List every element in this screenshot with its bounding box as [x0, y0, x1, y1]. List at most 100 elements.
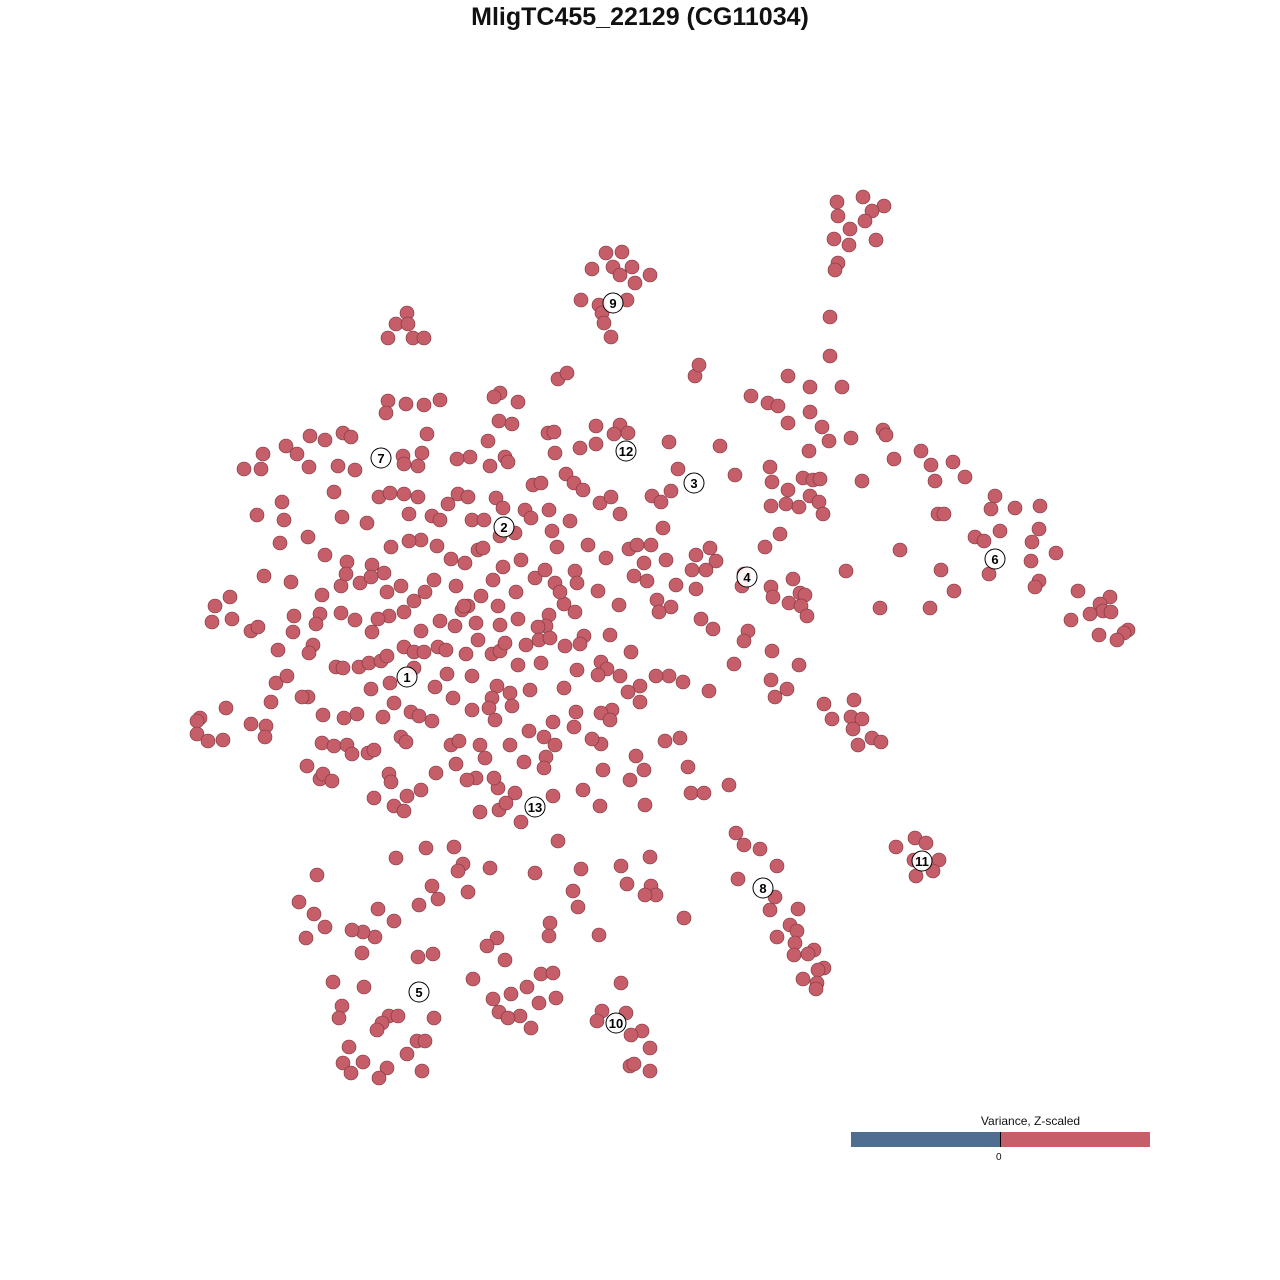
data-point	[672, 730, 688, 746]
data-point	[325, 974, 341, 990]
data-point	[1082, 606, 1098, 622]
data-point	[591, 927, 607, 943]
data-point	[458, 646, 474, 662]
legend-low-segment	[851, 1132, 1001, 1147]
data-point	[800, 946, 816, 962]
data-point	[485, 572, 501, 588]
data-point	[498, 795, 514, 811]
data-point	[472, 804, 488, 820]
data-point	[653, 494, 669, 510]
data-point	[364, 624, 380, 640]
data-point	[430, 891, 446, 907]
data-point	[502, 685, 518, 701]
data-point	[189, 713, 205, 729]
data-point	[636, 555, 652, 571]
data-point	[855, 189, 871, 205]
color-legend: Variance, Z-scaled 0	[851, 1114, 1150, 1163]
data-point	[324, 773, 340, 789]
data-point	[743, 388, 759, 404]
data-point	[547, 445, 563, 461]
data-point	[728, 825, 744, 841]
data-point	[285, 624, 301, 640]
data-point	[508, 584, 524, 600]
data-point	[536, 760, 552, 776]
data-point	[546, 424, 562, 440]
data-point	[637, 887, 653, 903]
data-point	[549, 539, 565, 555]
data-point	[336, 710, 352, 726]
cluster-label: 1	[396, 666, 418, 688]
data-point	[922, 600, 938, 616]
data-point	[892, 542, 908, 558]
data-point	[566, 719, 582, 735]
data-point	[470, 632, 486, 648]
data-point	[770, 398, 786, 414]
data-point	[278, 438, 294, 454]
data-point	[426, 572, 442, 588]
data-point	[572, 440, 588, 456]
data-point	[510, 657, 526, 673]
data-point	[382, 485, 398, 501]
data-point	[522, 682, 538, 698]
data-point	[479, 938, 495, 954]
data-point	[834, 379, 850, 395]
data-point	[250, 619, 266, 635]
cluster-label: 5	[408, 981, 430, 1003]
data-point	[854, 711, 870, 727]
data-point	[482, 458, 498, 474]
data-point	[620, 425, 636, 441]
data-point	[449, 451, 465, 467]
data-point	[249, 507, 265, 523]
data-point	[330, 458, 346, 474]
data-point	[841, 237, 857, 253]
data-point	[289, 446, 305, 462]
cluster-label-text: 8	[759, 881, 766, 896]
data-point	[326, 738, 342, 754]
data-point	[299, 758, 315, 774]
data-point	[562, 513, 578, 529]
data-point	[504, 416, 520, 432]
data-point	[393, 578, 409, 594]
data-point	[702, 540, 718, 556]
data-point	[388, 850, 404, 866]
data-point	[821, 433, 837, 449]
data-point	[359, 515, 375, 531]
data-point	[533, 655, 549, 671]
data-point	[676, 910, 692, 926]
data-point	[301, 459, 317, 475]
data-point	[378, 405, 394, 421]
data-point	[643, 537, 659, 553]
data-point	[459, 772, 475, 788]
data-point	[465, 971, 481, 987]
data-point	[712, 438, 728, 454]
data-point	[791, 499, 807, 515]
data-point	[584, 731, 600, 747]
data-point	[207, 598, 223, 614]
data-point	[769, 858, 785, 874]
data-point	[334, 998, 350, 1014]
data-point	[598, 245, 614, 261]
data-point	[933, 562, 949, 578]
data-point	[957, 469, 973, 485]
data-point	[335, 1055, 351, 1071]
data-point	[376, 565, 392, 581]
data-point	[580, 537, 596, 553]
data-point	[490, 598, 506, 614]
data-point	[331, 1010, 347, 1026]
cluster-label: 4	[736, 566, 758, 588]
data-point	[302, 428, 318, 444]
data-point	[286, 608, 302, 624]
data-point	[419, 426, 435, 442]
data-point	[268, 675, 284, 691]
cluster-label-badge	[736, 566, 758, 588]
data-point	[308, 616, 324, 632]
data-point	[757, 539, 773, 555]
data-point	[447, 618, 463, 634]
cluster-label-text: 4	[743, 570, 751, 585]
data-point	[380, 330, 396, 346]
data-point	[418, 840, 434, 856]
data-point	[379, 1060, 395, 1076]
data-point	[701, 683, 717, 699]
data-point	[557, 638, 573, 654]
data-point	[846, 692, 862, 708]
